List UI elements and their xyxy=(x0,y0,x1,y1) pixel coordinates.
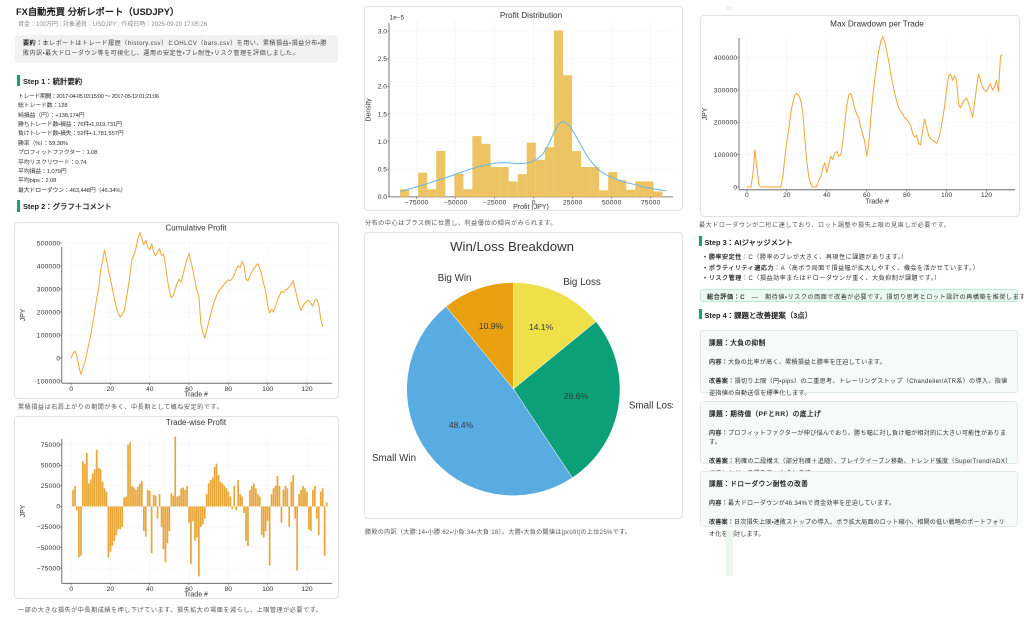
svg-text:Small Loss: Small Loss xyxy=(629,401,673,412)
svg-text:100: 100 xyxy=(262,386,273,393)
svg-text:2.5: 2.5 xyxy=(378,56,388,63)
svg-text:1.5: 1.5 xyxy=(378,111,388,118)
svg-text:80: 80 xyxy=(225,386,233,393)
svg-text:Max Drawdown per Trade: Max Drawdown per Trade xyxy=(830,20,924,29)
svg-text:−25000: −25000 xyxy=(37,524,61,531)
svg-text:−25000: −25000 xyxy=(483,199,507,206)
svg-text:-100000: -100000 xyxy=(34,378,60,385)
svg-text:20: 20 xyxy=(107,586,115,593)
svg-text:0: 0 xyxy=(56,355,60,362)
svg-text:200000: 200000 xyxy=(714,120,738,127)
svg-text:0: 0 xyxy=(69,586,73,593)
svg-text:0: 0 xyxy=(745,192,749,199)
svg-text:Small Win: Small Win xyxy=(372,453,416,464)
svg-text:400000: 400000 xyxy=(714,55,738,62)
svg-text:Big Win: Big Win xyxy=(438,273,472,284)
svg-text:26.6%: 26.6% xyxy=(564,391,589,401)
svg-text:JPY: JPY xyxy=(20,504,27,517)
svg-text:80: 80 xyxy=(225,586,233,593)
svg-text:−50000: −50000 xyxy=(444,199,468,206)
svg-text:Profit Distribution: Profit Distribution xyxy=(500,11,563,20)
svg-text:80: 80 xyxy=(903,192,911,199)
svg-text:100: 100 xyxy=(262,586,273,593)
svg-text:Trade #: Trade # xyxy=(184,391,208,398)
svg-text:Trade #: Trade # xyxy=(865,198,889,205)
svg-text:100: 100 xyxy=(941,192,952,199)
svg-text:1.0: 1.0 xyxy=(378,139,388,146)
svg-text:20: 20 xyxy=(107,386,115,393)
svg-text:75000: 75000 xyxy=(41,442,61,449)
svg-text:10.9%: 10.9% xyxy=(479,321,504,331)
svg-text:0: 0 xyxy=(532,199,536,206)
svg-text:100000: 100000 xyxy=(37,332,61,339)
svg-text:20: 20 xyxy=(783,192,791,199)
svg-text:−50000: −50000 xyxy=(37,545,61,552)
svg-text:0: 0 xyxy=(56,504,60,511)
svg-text:120: 120 xyxy=(981,192,992,199)
svg-text:120: 120 xyxy=(301,586,312,593)
svg-text:60: 60 xyxy=(863,192,871,199)
svg-text:1e−5: 1e−5 xyxy=(390,15,405,22)
svg-text:0: 0 xyxy=(69,386,73,393)
svg-text:0.0: 0.0 xyxy=(378,194,388,201)
svg-text:14.1%: 14.1% xyxy=(529,322,554,332)
svg-text:Big Loss: Big Loss xyxy=(563,277,601,288)
svg-text:25000: 25000 xyxy=(41,483,61,490)
svg-text:Trade-wise Profit: Trade-wise Profit xyxy=(166,418,227,427)
svg-text:Cumulative Profit: Cumulative Profit xyxy=(166,223,228,232)
svg-text:40: 40 xyxy=(146,386,154,393)
svg-text:3.0: 3.0 xyxy=(378,28,388,35)
svg-text:Profit (JPY): Profit (JPY) xyxy=(513,204,549,210)
svg-text:−75000: −75000 xyxy=(37,565,61,572)
svg-text:48.4%: 48.4% xyxy=(449,420,474,430)
svg-text:40: 40 xyxy=(146,586,154,593)
svg-text:JPY: JPY xyxy=(20,308,27,321)
svg-text:50000: 50000 xyxy=(602,199,622,206)
svg-text:JPY: JPY xyxy=(702,107,709,120)
svg-text:400000: 400000 xyxy=(37,263,61,270)
svg-text:50000: 50000 xyxy=(41,463,61,470)
svg-text:2.0: 2.0 xyxy=(378,84,388,91)
svg-text:75000: 75000 xyxy=(641,199,661,206)
svg-text:500000: 500000 xyxy=(37,240,61,247)
svg-text:60: 60 xyxy=(185,386,193,393)
svg-text:Density: Density xyxy=(366,98,373,122)
svg-text:200000: 200000 xyxy=(37,309,61,316)
svg-text:300000: 300000 xyxy=(37,286,61,293)
svg-text:0.5: 0.5 xyxy=(378,167,388,174)
svg-text:25000: 25000 xyxy=(563,199,583,206)
svg-text:60: 60 xyxy=(185,586,193,593)
svg-text:Win/Loss Breakdown: Win/Loss Breakdown xyxy=(450,239,574,254)
svg-text:0: 0 xyxy=(733,184,737,191)
svg-text:Trade #: Trade # xyxy=(184,592,208,598)
svg-text:300000: 300000 xyxy=(714,87,738,94)
svg-text:120: 120 xyxy=(301,386,312,393)
svg-text:100000: 100000 xyxy=(714,152,738,159)
svg-text:−75000: −75000 xyxy=(405,199,429,206)
svg-text:40: 40 xyxy=(823,192,831,199)
